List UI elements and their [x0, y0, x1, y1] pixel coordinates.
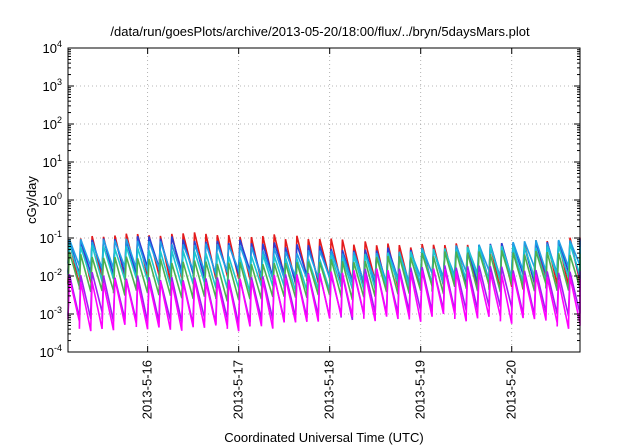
y-tick-label: 101: [43, 153, 62, 170]
ticks: 10-4 10-3 10-2 10-1 100 101 102 103 104 2013-5-16…: [40, 39, 580, 419]
x-tick-label: 2013-5-16: [140, 360, 155, 419]
y-tick-label: 102: [43, 115, 62, 132]
x-tick-label: 2013-5-19: [413, 360, 428, 419]
y-tick-label: 10-3: [40, 305, 62, 322]
y-axis-label: cGy/day: [24, 176, 39, 224]
x-tick-label: 2013-5-18: [322, 360, 337, 419]
y-tick-label: 10-1: [40, 229, 62, 246]
y-tick-label: 10-2: [40, 267, 62, 284]
y-tick-label: 103: [43, 77, 62, 94]
x-axis-label: Coordinated Universal Time (UTC): [224, 430, 423, 445]
y-tick-label: 104: [43, 39, 62, 56]
x-tick-label: 2013-5-20: [504, 360, 519, 419]
x-tick-label: 2013-5-17: [231, 360, 246, 419]
y-tick-label: 10-4: [40, 343, 62, 360]
series-layer: [67, 232, 581, 332]
y-tick-label: 100: [43, 191, 62, 208]
series-line: [67, 268, 581, 332]
chart-title: /data/run/goesPlots/archive/2013-05-20/1…: [110, 24, 530, 39]
